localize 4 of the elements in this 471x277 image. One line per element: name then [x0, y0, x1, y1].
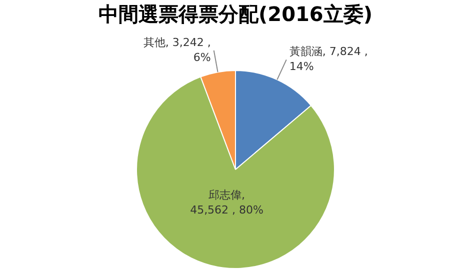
slice-label: 邱志偉, 45,562 , 80% — [190, 188, 264, 216]
slice-label: 黃韻涵, 7,824 , 14% — [289, 45, 368, 74]
slice-label: 其他, 3,242 , 6% — [143, 36, 211, 64]
chart-title: 中間選票得票分配(2016立委) — [98, 2, 372, 26]
